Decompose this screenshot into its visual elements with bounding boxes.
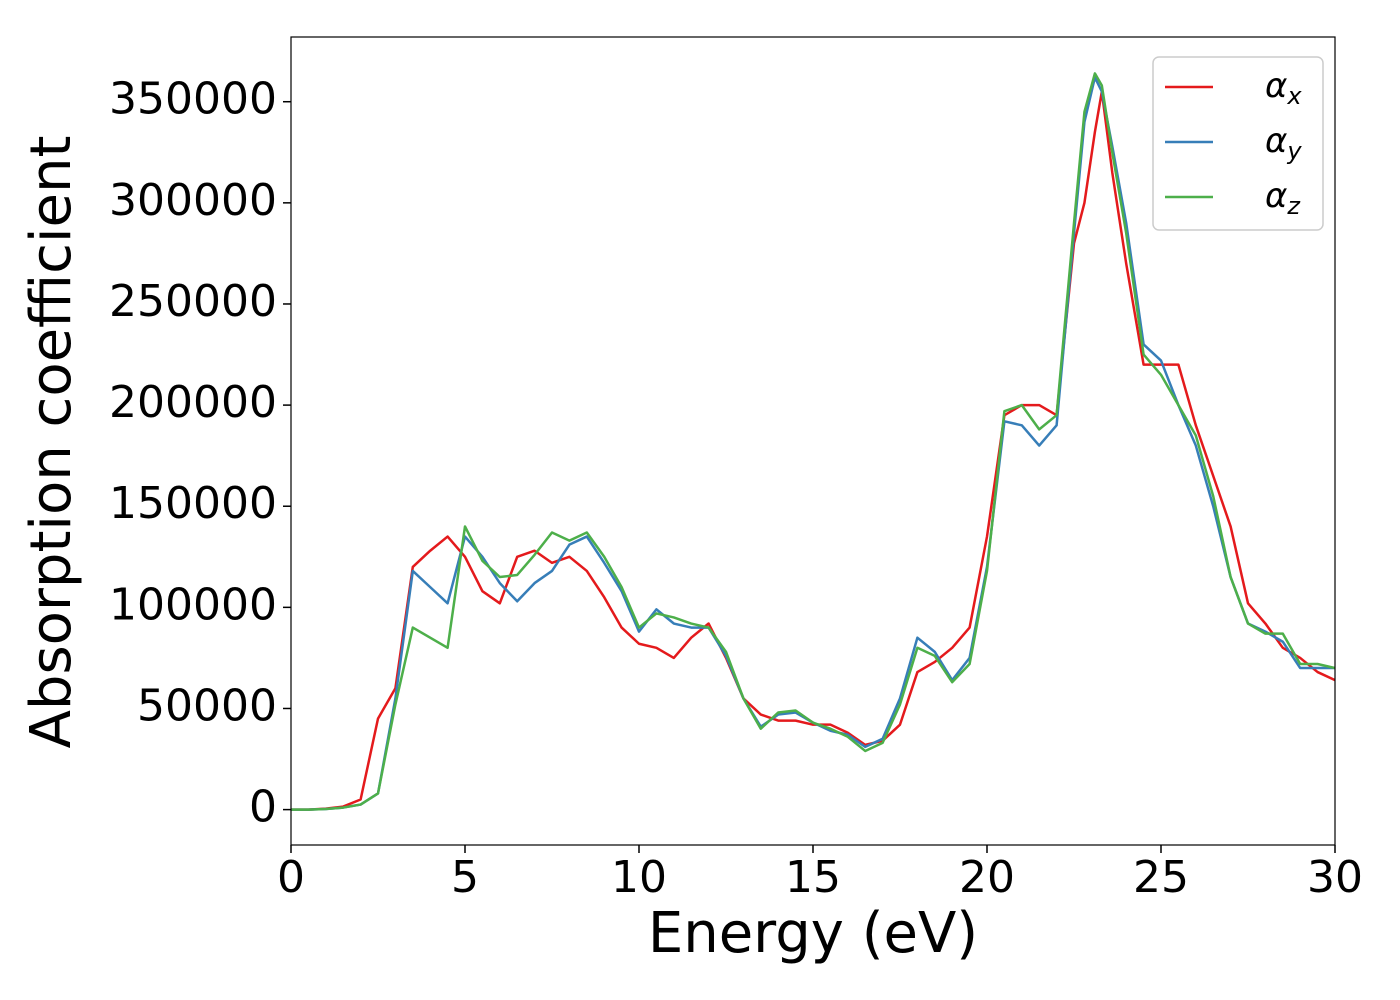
- data-line: [291, 72, 1335, 811]
- y-tick-label: 200000: [109, 377, 277, 428]
- legend: αx αy αz: [1152, 56, 1324, 231]
- x-tick-label: 25: [1133, 852, 1189, 903]
- x-tick-label: 20: [959, 852, 1015, 903]
- x-axis-title: Energy (eV): [648, 901, 978, 966]
- y-tick-label: 100000: [109, 579, 277, 630]
- legend-label: αx: [1265, 66, 1302, 111]
- x-tick-label: 30: [1307, 852, 1363, 903]
- y-axis-title: Absorption coefficient: [19, 136, 84, 749]
- y-tick-label: 250000: [109, 276, 277, 327]
- data-line: [291, 76, 1335, 811]
- legend-label: αy: [1265, 121, 1302, 166]
- x-tick-label: 0: [277, 852, 305, 903]
- legend-label: αz: [1265, 176, 1301, 221]
- y-tick-label: 50000: [137, 680, 277, 731]
- x-tick-label: 10: [611, 852, 667, 903]
- y-tick-label: 300000: [109, 175, 277, 226]
- legend-box: [1152, 56, 1324, 231]
- x-tick-label: 15: [785, 852, 841, 903]
- y-tick-label: 150000: [109, 478, 277, 529]
- x-tick-label: 5: [451, 852, 479, 903]
- data-line: [291, 90, 1335, 811]
- y-tick-label: 0: [249, 782, 277, 833]
- y-tick-label: 350000: [109, 74, 277, 125]
- plot-frame: [290, 36, 1336, 846]
